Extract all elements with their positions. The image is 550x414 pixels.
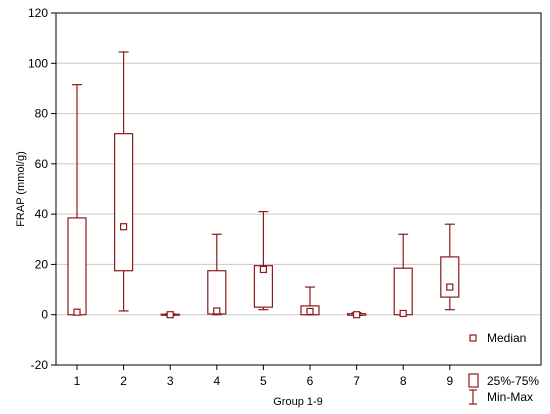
box-group-5 [253, 211, 273, 311]
gridlines [56, 62, 541, 316]
median-marker [119, 223, 128, 231]
median-marker [213, 307, 221, 315]
median-marker [353, 311, 361, 319]
x-tick-label: 8 [400, 374, 407, 388]
y-tick-label: 40 [35, 207, 49, 221]
median-marker [166, 311, 174, 319]
box-group-7 [347, 311, 367, 319]
y-tick-label: 80 [35, 107, 49, 121]
x-tick-label: 1 [74, 374, 81, 388]
x-tick-label: 7 [353, 374, 360, 388]
box-group-3 [160, 311, 180, 319]
y-tick-label: 60 [35, 157, 49, 171]
box-group-1 [67, 84, 87, 316]
median-marker [73, 308, 81, 316]
box-group-4 [207, 233, 227, 316]
box-group-6 [300, 286, 320, 316]
median-marker [259, 265, 267, 274]
x-tick-label: 2 [120, 374, 127, 388]
legend-median-marker [469, 334, 477, 342]
x-tick-label: 6 [307, 374, 314, 388]
y-tick-label: 0 [41, 308, 48, 322]
median-marker [399, 309, 407, 318]
plot-frame [55, 12, 542, 366]
legend-whisker-marker [469, 389, 477, 405]
x-axis-ticks: 1 2 3 4 5 6 7 8 9 [74, 365, 453, 388]
x-tick-label: 4 [213, 374, 220, 388]
y-axis-title: FRAP (mmol/g) [15, 151, 27, 227]
median-marker [306, 307, 314, 316]
iqr-box [113, 133, 134, 272]
boxes [67, 51, 460, 319]
y-tick-label: -20 [31, 358, 49, 372]
iqr-box [440, 256, 460, 298]
legend-median-label: Median [487, 331, 526, 345]
y-tick-label: 20 [35, 257, 49, 271]
iqr-box [67, 217, 87, 316]
legend-box-marker [468, 373, 479, 388]
iqr-box [253, 265, 273, 308]
legend: Median 25%-75% Min-Max [468, 331, 539, 405]
box-group-2 [113, 51, 134, 312]
x-tick-label: 5 [260, 374, 267, 388]
x-tick-label: 9 [446, 374, 453, 388]
legend-minmax-label: Min-Max [487, 390, 533, 404]
box-group-8 [393, 233, 413, 318]
median-marker [446, 283, 454, 291]
x-axis-title: Group 1-9 [273, 396, 323, 408]
iqr-box [393, 267, 413, 316]
y-tick-label: 120 [28, 6, 48, 20]
y-axis-ticks: -20 0 20 40 60 80 100 120 [28, 6, 56, 372]
y-tick-label: 100 [28, 56, 48, 70]
legend-box-label: 25%-75% [487, 374, 539, 388]
x-tick-label: 3 [167, 374, 174, 388]
box-group-9 [440, 223, 460, 311]
